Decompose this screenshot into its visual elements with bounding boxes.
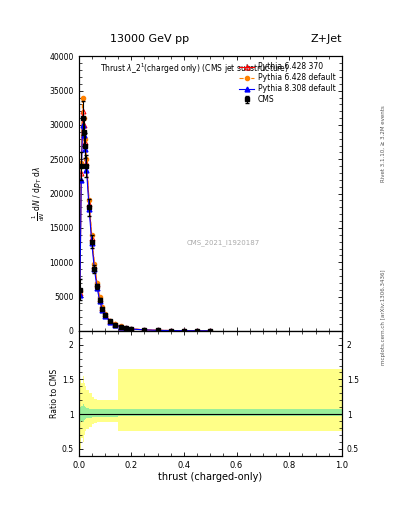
Pythia 6.428 370 [108,318,112,324]
Pythia 8.308 default [124,325,129,331]
Pythia 6.428 default [90,232,94,238]
Pythia 8.308 default [155,327,160,333]
Pythia 6.428 370 [97,295,102,302]
Pythia 6.428 default [77,288,82,294]
Y-axis label: Ratio to CMS: Ratio to CMS [50,369,59,418]
Pythia 6.428 370 [208,328,213,334]
Pythia 6.428 370 [113,322,118,328]
Pythia 6.428 default [79,160,84,166]
Pythia 6.428 370 [77,290,82,296]
Pythia 6.428 default [113,321,118,327]
Line: Pythia 6.428 370: Pythia 6.428 370 [77,109,213,333]
Pythia 6.428 default [103,311,107,317]
Pythia 8.308 default [79,177,84,183]
Pythia 6.428 default [142,327,147,333]
Text: CMS_2021_I1920187: CMS_2021_I1920187 [187,240,260,246]
Pythia 6.428 default [95,280,99,286]
Pythia 6.428 default [168,328,173,334]
Pythia 8.308 default [87,206,92,212]
Pythia 6.428 370 [118,324,123,330]
Pythia 8.308 default [97,297,102,304]
Pythia 6.428 370 [100,305,105,311]
Pythia 6.428 370 [182,328,186,334]
Pythia 6.428 370 [84,160,89,166]
Pythia 8.308 default [108,318,112,325]
Pythia 6.428 default [208,328,213,334]
Pythia 6.428 default [97,294,102,301]
Text: 13000 GeV pp: 13000 GeV pp [110,33,189,44]
Pythia 8.308 default [83,146,88,152]
Pythia 8.308 default [80,122,85,128]
Y-axis label: $\frac{1}{\mathregular{d}N}$ $\mathregular{d}N$ / $\mathregular{d}p_T$ $\mathreg: $\frac{1}{\mathregular{d}N}$ $\mathregul… [30,166,47,221]
Text: Z+Jet: Z+Jet [310,33,342,44]
Pythia 8.308 default [81,132,86,138]
Legend: Pythia 6.428 370, Pythia 6.428 default, Pythia 8.308 default, CMS: Pythia 6.428 370, Pythia 6.428 default, … [237,60,338,106]
Pythia 8.308 default [142,327,147,333]
Pythia 6.428 370 [168,328,173,334]
Pythia 8.308 default [113,322,118,328]
Pythia 6.428 default [129,326,134,332]
Pythia 8.308 default [95,285,99,291]
Pythia 6.428 370 [83,139,88,145]
Pythia 6.428 default [81,115,86,121]
Pythia 6.428 default [87,198,92,204]
Pythia 6.428 370 [81,122,86,128]
Pythia 6.428 default [80,94,85,100]
Text: Rivet 3.1.10, ≥ 3.2M events: Rivet 3.1.10, ≥ 3.2M events [381,105,386,182]
Pythia 8.308 default [103,313,107,319]
Pythia 6.428 370 [87,201,92,207]
Pythia 8.308 default [208,328,213,334]
Pythia 6.428 370 [124,325,129,331]
Pythia 6.428 default [155,327,160,333]
Pythia 8.308 default [182,328,186,334]
Pythia 6.428 default [83,136,88,142]
Pythia 8.308 default [92,266,97,272]
Pythia 8.308 default [118,324,123,330]
Pythia 6.428 370 [103,311,107,317]
Pythia 8.308 default [195,328,200,334]
Pythia 6.428 default [108,317,112,324]
X-axis label: thrust (charged-only): thrust (charged-only) [158,472,262,482]
Pythia 8.308 default [84,166,89,173]
Pythia 6.428 default [118,324,123,330]
Line: Pythia 6.428 default: Pythia 6.428 default [78,95,212,333]
Pythia 6.428 370 [155,327,160,333]
Pythia 6.428 default [195,328,200,334]
Pythia 6.428 370 [79,170,84,176]
Pythia 6.428 370 [142,327,147,333]
Text: Thrust $\lambda$_2$^1$(charged only) (CMS jet substructure): Thrust $\lambda$_2$^1$(charged only) (CM… [100,62,289,76]
Pythia 8.308 default [100,307,105,313]
Pythia 6.428 370 [92,263,97,269]
Pythia 6.428 370 [129,326,134,332]
Pythia 6.428 default [182,328,186,334]
Pythia 8.308 default [77,292,82,298]
Pythia 8.308 default [129,326,134,332]
Pythia 8.308 default [90,240,94,246]
Pythia 8.308 default [168,328,173,334]
Pythia 6.428 default [124,325,129,331]
Line: Pythia 8.308 default: Pythia 8.308 default [77,122,213,333]
Pythia 6.428 default [100,304,105,310]
Pythia 6.428 370 [80,108,85,114]
Pythia 6.428 370 [90,235,94,241]
Pythia 6.428 370 [95,281,99,287]
Text: mcplots.cern.ch [arXiv:1306.3436]: mcplots.cern.ch [arXiv:1306.3436] [381,270,386,365]
Pythia 6.428 370 [195,328,200,334]
Pythia 6.428 default [92,261,97,267]
Pythia 6.428 default [84,156,89,162]
